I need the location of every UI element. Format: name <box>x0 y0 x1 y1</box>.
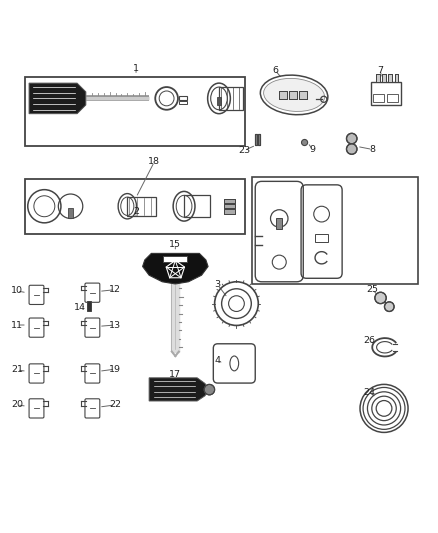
Bar <box>279 92 287 99</box>
Bar <box>315 234 328 243</box>
Text: 10: 10 <box>11 286 23 295</box>
Text: 11: 11 <box>11 320 23 329</box>
Text: 21: 21 <box>11 366 23 375</box>
Bar <box>25 77 245 147</box>
Text: 25: 25 <box>367 285 379 294</box>
Text: 17: 17 <box>170 370 181 379</box>
Bar <box>279 92 287 99</box>
Bar <box>184 195 210 217</box>
Bar <box>258 134 261 145</box>
Text: 3: 3 <box>215 280 221 289</box>
Bar <box>389 75 392 82</box>
Bar <box>179 101 187 104</box>
Bar <box>276 219 283 229</box>
Bar <box>224 199 235 203</box>
Circle shape <box>346 133 357 144</box>
Text: 22: 22 <box>109 400 121 409</box>
Text: 1: 1 <box>133 64 139 73</box>
Text: 18: 18 <box>148 157 160 166</box>
Bar <box>376 75 380 82</box>
Bar <box>289 92 297 99</box>
Bar <box>382 75 386 82</box>
Bar <box>224 209 235 214</box>
Bar <box>389 75 392 82</box>
Text: 13: 13 <box>109 320 121 329</box>
Bar <box>255 134 257 145</box>
Bar <box>179 96 187 100</box>
Bar <box>258 134 261 145</box>
Polygon shape <box>29 83 86 114</box>
Text: 6: 6 <box>272 66 278 75</box>
Bar <box>252 177 418 284</box>
Bar <box>163 256 187 262</box>
Bar <box>289 92 297 99</box>
Text: 23: 23 <box>238 146 251 155</box>
Text: 8: 8 <box>370 145 376 154</box>
Bar <box>219 87 243 110</box>
Bar <box>127 197 155 216</box>
Text: 9: 9 <box>310 146 316 155</box>
Circle shape <box>204 384 215 395</box>
Circle shape <box>385 302 394 311</box>
Bar <box>217 97 221 105</box>
Text: 12: 12 <box>109 285 121 294</box>
Bar <box>224 204 235 208</box>
Text: 15: 15 <box>170 240 181 249</box>
Text: 24: 24 <box>363 387 375 397</box>
Text: 20: 20 <box>11 400 23 409</box>
Bar <box>224 209 235 214</box>
Text: 19: 19 <box>109 365 121 374</box>
Bar <box>382 75 386 82</box>
Bar <box>299 92 307 99</box>
Polygon shape <box>149 378 208 401</box>
Bar <box>376 75 380 82</box>
Bar <box>371 82 401 105</box>
Bar <box>25 179 245 234</box>
Bar <box>87 301 91 311</box>
Bar <box>395 75 398 82</box>
Polygon shape <box>143 253 208 284</box>
Circle shape <box>346 144 357 154</box>
Bar <box>224 199 235 203</box>
Text: 2: 2 <box>133 207 139 216</box>
Ellipse shape <box>264 78 325 111</box>
Circle shape <box>375 292 386 304</box>
Bar <box>373 94 384 102</box>
Bar <box>255 134 257 145</box>
Text: 7: 7 <box>378 66 384 75</box>
Bar <box>299 92 307 99</box>
Circle shape <box>301 140 307 146</box>
Bar <box>387 94 398 102</box>
Bar <box>395 75 398 82</box>
Bar <box>68 208 73 217</box>
Bar <box>224 204 235 208</box>
Text: 4: 4 <box>215 356 221 365</box>
Text: 26: 26 <box>363 336 375 345</box>
Text: 14: 14 <box>74 303 86 312</box>
